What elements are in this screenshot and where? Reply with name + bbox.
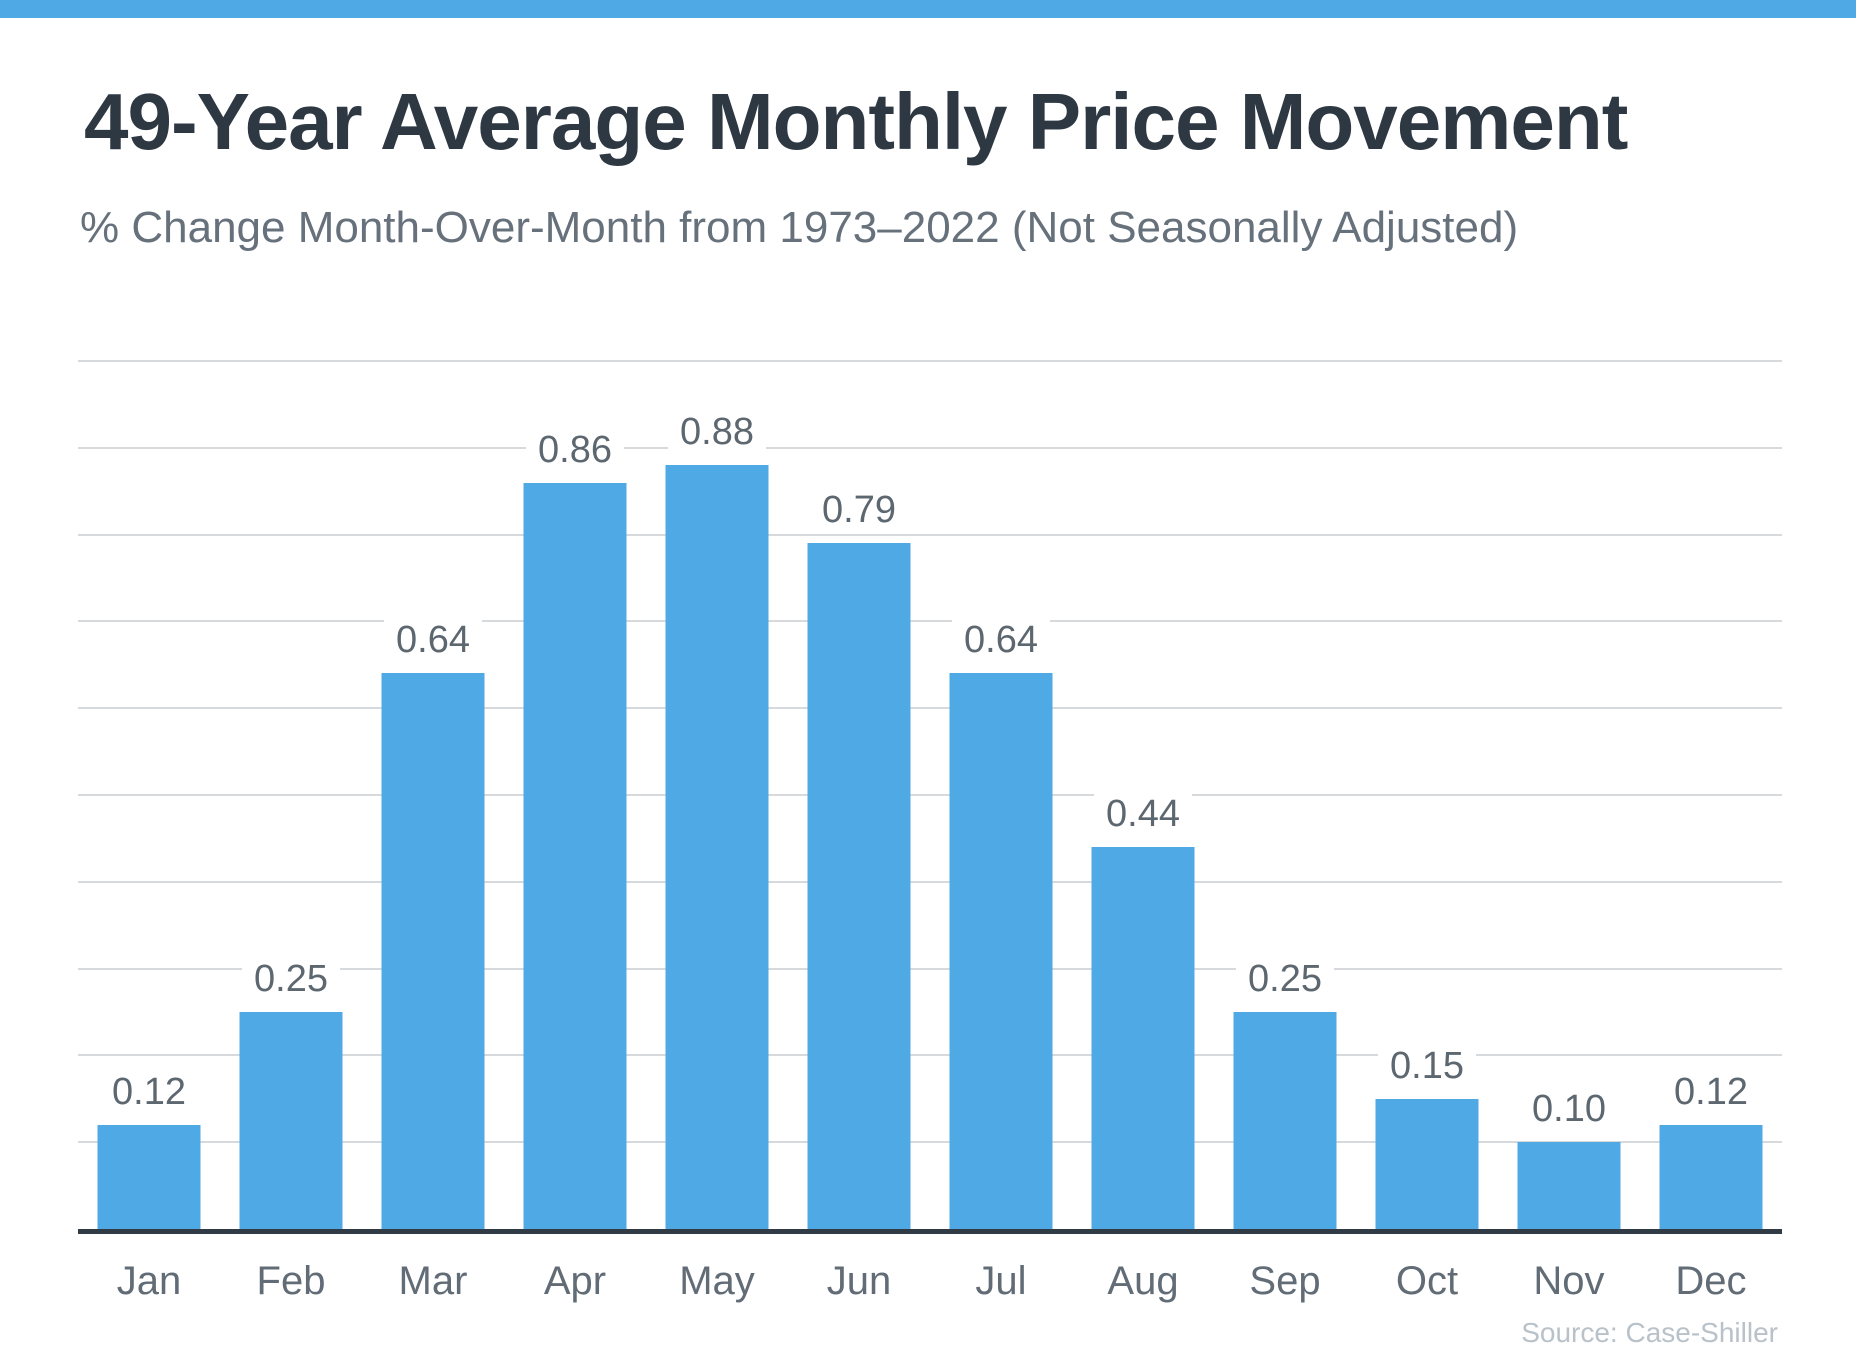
- gridline: [78, 880, 1782, 883]
- bar-slot: 0.44 Aug: [1072, 361, 1214, 1301]
- gridline: [78, 707, 1782, 710]
- x-axis-label: Apr: [543, 1259, 607, 1303]
- bar: [1375, 1098, 1479, 1229]
- bar-slot: 0.10 Nov: [1498, 361, 1640, 1301]
- bar-chart-plot-area: 0.12 Jan 0.25 Feb 0.64 Mar 0.86 Apr 0.88 May 0.79 J…: [78, 360, 1782, 1301]
- bar-value-label: 0.10: [1520, 1086, 1618, 1133]
- x-axis-label: May: [679, 1259, 755, 1303]
- gridline: [78, 1054, 1782, 1057]
- bar-series: 0.12 Jan 0.25 Feb 0.64 Mar 0.86 Apr 0.88 May 0.79 J…: [78, 361, 1782, 1301]
- bar: [1233, 1012, 1337, 1229]
- bar-value-label: 0.15: [1378, 1042, 1476, 1089]
- bar-value-label: 0.88: [668, 409, 766, 456]
- bar: [97, 1124, 201, 1229]
- bar: [381, 673, 485, 1229]
- bar-value-label: 0.44: [1094, 791, 1192, 838]
- source-attribution: Source: Case-Shiller: [1521, 1317, 1778, 1348]
- x-axis-label: Feb: [256, 1259, 326, 1303]
- bar-slot: 0.88 May: [646, 361, 788, 1301]
- gridline: [78, 620, 1782, 623]
- bar: [1091, 847, 1195, 1229]
- bar: [1517, 1142, 1621, 1229]
- gridline: [78, 1141, 1782, 1144]
- bar-slot: 0.64 Jul: [930, 361, 1072, 1301]
- gridline: [78, 794, 1782, 796]
- x-axis-label: Jun: [826, 1259, 892, 1303]
- chart-title: 49-Year Average Monthly Price Movement: [84, 77, 1628, 166]
- x-axis-label: Jan: [116, 1259, 182, 1303]
- bar-value-label: 0.86: [526, 426, 624, 473]
- chart-subtitle: % Change Month-Over-Month from 1973–2022…: [80, 203, 1519, 252]
- bar: [665, 465, 769, 1229]
- gridlines: [78, 360, 1782, 1229]
- bar-value-label: 0.64: [384, 617, 482, 664]
- x-axis-label: Jul: [975, 1259, 1027, 1303]
- bar-value-label: 0.25: [1236, 956, 1334, 1002]
- x-axis-label: Nov: [1533, 1259, 1605, 1303]
- bar-value-label: 0.79: [810, 487, 908, 534]
- x-axis-label: Dec: [1675, 1259, 1747, 1303]
- bar: [1659, 1124, 1763, 1229]
- bar-slot: 0.79 Jun: [788, 361, 930, 1301]
- bar-slot: 0.25 Sep: [1214, 361, 1356, 1301]
- gridline: [78, 360, 1782, 362]
- bar-value-label: 0.64: [952, 617, 1050, 664]
- bar: [239, 1012, 343, 1229]
- bar: [949, 673, 1053, 1229]
- bar-value-label: 0.12: [1662, 1068, 1760, 1115]
- bar: [807, 543, 911, 1229]
- bar-value-label: 0.12: [100, 1068, 198, 1115]
- x-axis-label: Oct: [1395, 1259, 1459, 1303]
- bar-slot: 0.64 Mar: [362, 361, 504, 1301]
- gridline: [78, 967, 1782, 970]
- bar-value-label: 0.25: [242, 956, 340, 1002]
- bar: [523, 482, 627, 1229]
- bar-slot: 0.15 Oct: [1356, 361, 1498, 1301]
- bar-slot: 0.25 Feb: [220, 361, 362, 1301]
- gridline: [78, 533, 1782, 536]
- top-accent-bar: [0, 0, 1856, 18]
- bar-slot: 0.86 Apr: [504, 361, 646, 1301]
- x-axis-label: Mar: [398, 1259, 468, 1303]
- x-axis-label: Sep: [1249, 1259, 1321, 1303]
- bar-slot: 0.12 Dec: [1640, 361, 1782, 1301]
- bar-slot: 0.12 Jan: [78, 361, 220, 1301]
- gridline: [78, 446, 1782, 449]
- x-axis-label: Aug: [1107, 1259, 1179, 1303]
